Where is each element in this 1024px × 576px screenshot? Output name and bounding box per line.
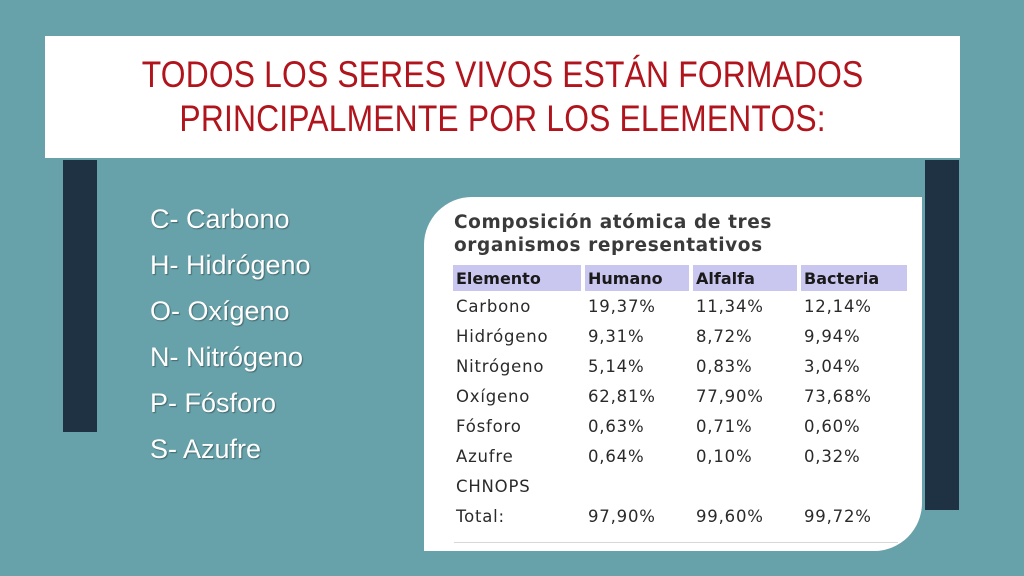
table-cell: 19,37%	[588, 296, 656, 316]
table-heading-line-1: Composición atómica de tres	[454, 212, 772, 233]
table-header-row: Elemento Humano Alfalfa Bacteria	[453, 265, 907, 291]
table-cell: Fósforo	[456, 416, 522, 436]
table-cell: 3,04%	[804, 356, 861, 376]
table-cell: 0,63%	[588, 416, 645, 436]
element-item-carbono: C- Carbono	[150, 204, 290, 234]
table-row-total: Total: 97,90% 99,60% 99,72%	[453, 501, 907, 531]
table-cell: 9,31%	[588, 326, 645, 346]
column-header-alfalfa: Alfalfa	[693, 265, 797, 291]
table-cell: 0,83%	[696, 356, 753, 376]
table-cell: Total:	[456, 506, 505, 526]
column-header-elemento: Elemento	[453, 265, 581, 291]
table-row: Azufre 0,64% 0,10% 0,32%	[453, 441, 907, 471]
table-cell	[693, 471, 797, 501]
element-item-oxigeno: O- Oxígeno	[150, 296, 290, 326]
element-item-hidrogeno: H- Hidrógeno	[150, 250, 311, 280]
table-row: CHNOPS	[453, 471, 907, 501]
slide-title-line-2: PRINCIPALMENTE POR LOS ELEMENTOS:	[179, 98, 826, 139]
table-row: Carbono 19,37% 11,34% 12,14%	[453, 291, 907, 321]
table-cell: 0,71%	[696, 416, 753, 436]
composition-table-card: Composición atómica de tres organismos r…	[424, 197, 922, 551]
table-cell: 73,68%	[804, 386, 872, 406]
table-cell: Hidrógeno	[456, 326, 549, 346]
table-cell: 62,81%	[588, 386, 656, 406]
table-cell: 97,90%	[588, 506, 656, 526]
table-cell: Carbono	[456, 296, 532, 316]
column-header-bacteria: Bacteria	[801, 265, 907, 291]
table-cell: CHNOPS	[456, 476, 531, 496]
element-item-nitrogeno: N- Nitrógeno	[150, 342, 304, 372]
table-cell: 8,72%	[696, 326, 753, 346]
table-cell: 99,60%	[696, 506, 764, 526]
table-cell	[801, 471, 907, 501]
element-list: C- Carbono H- Hidrógeno O- Oxígeno N- Ni…	[150, 196, 311, 472]
table-row: Fósforo 0,63% 0,71% 0,60%	[453, 411, 907, 441]
title-box: TODOS LOS SERES VIVOS ESTÁN FORMADOS PRI…	[45, 36, 960, 158]
table-heading-line-2: organismos representativos	[454, 235, 763, 256]
table-cell: 0,60%	[804, 416, 861, 436]
table-cell: 77,90%	[696, 386, 764, 406]
table-cell: 11,34%	[696, 296, 764, 316]
table-cell: Azufre	[456, 446, 514, 466]
table-cell: 5,14%	[588, 356, 645, 376]
slide-title-line-1: TODOS LOS SERES VIVOS ESTÁN FORMADOS	[141, 54, 864, 95]
table-row: Nitrógeno 5,14% 0,83% 3,04%	[453, 351, 907, 381]
table-cell: 0,10%	[696, 446, 753, 466]
column-header-humano: Humano	[585, 265, 689, 291]
table-cell: Oxígeno	[456, 386, 531, 406]
composition-table: Elemento Humano Alfalfa Bacteria Carbono…	[449, 265, 911, 531]
table-cell: 12,14%	[804, 296, 872, 316]
element-item-azufre: S- Azufre	[150, 434, 262, 464]
table-heading: Composición atómica de tres organismos r…	[454, 211, 914, 257]
element-item-fosforo: P- Fósforo	[150, 388, 277, 418]
table-cell	[585, 471, 689, 501]
slide-title: TODOS LOS SERES VIVOS ESTÁN FORMADOS PRI…	[142, 53, 864, 141]
table-cell: 0,64%	[588, 446, 645, 466]
table-row: Oxígeno 62,81% 77,90% 73,68%	[453, 381, 907, 411]
left-accent-bar	[63, 160, 97, 432]
right-accent-bar	[925, 160, 959, 510]
table-cell: Nitrógeno	[456, 356, 545, 376]
table-bottom-rule	[454, 542, 898, 543]
table-row: Hidrógeno 9,31% 8,72% 9,94%	[453, 321, 907, 351]
table-cell: 99,72%	[804, 506, 872, 526]
table-cell: 0,32%	[804, 446, 861, 466]
table-cell: 9,94%	[804, 326, 861, 346]
